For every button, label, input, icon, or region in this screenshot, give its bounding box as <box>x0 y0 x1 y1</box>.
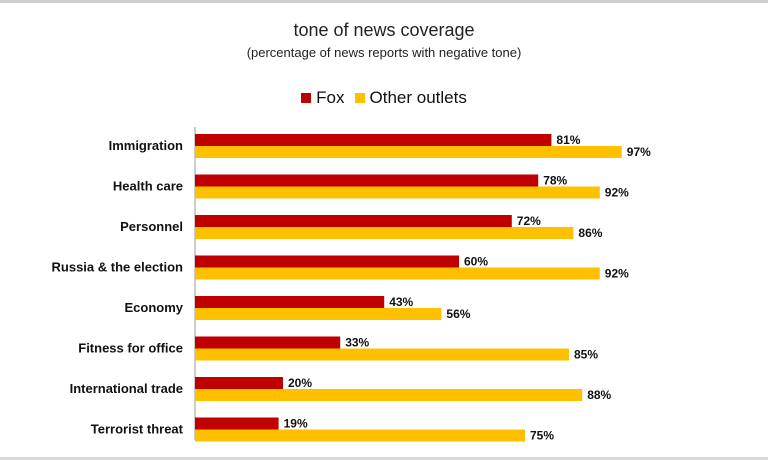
legend-swatch-other-outlets <box>354 93 365 103</box>
bar-fox-russia-the-election <box>195 255 459 268</box>
value-label-fox-personnel: 72% <box>517 214 541 228</box>
bar-fox-immigration <box>195 134 552 146</box>
bar-other-outlets-health-care <box>195 186 600 199</box>
bar-fox-personnel <box>195 215 512 227</box>
category-label-russia-the-election: Russia & the election <box>52 260 184 275</box>
chart-legend: Fox Other outlets <box>0 88 768 108</box>
value-label-other-outlets-international-trade: 88% <box>587 388 611 402</box>
bar-fox-fitness-for-office <box>195 336 341 349</box>
chart-subtitle: (percentage of news reports with negativ… <box>246 45 522 60</box>
value-label-other-outlets-personnel: 86% <box>578 226 602 240</box>
value-label-other-outlets-fitness-for-office: 85% <box>574 348 598 362</box>
value-label-other-outlets-immigration: 97% <box>627 145 651 159</box>
category-label-health-care: Health care <box>113 179 183 194</box>
legend-label-fox: Fox <box>316 88 345 107</box>
value-label-fox-international-trade: 20% <box>288 376 312 390</box>
value-label-other-outlets-economy: 56% <box>446 307 470 321</box>
bar-other-outlets-fitness-for-office <box>195 348 569 361</box>
value-label-fox-fitness-for-office: 33% <box>345 336 369 350</box>
bar-other-outlets-terrorist-threat <box>195 429 525 442</box>
bar-other-outlets-international-trade <box>195 389 583 401</box>
chart-title: tone of news coverage <box>293 20 475 40</box>
value-label-other-outlets-russia-the-election: 92% <box>605 267 629 281</box>
value-label-other-outlets-health-care: 92% <box>605 186 629 200</box>
category-label-personnel: Personnel <box>120 219 183 234</box>
category-label-terrorist-threat: Terrorist threat <box>91 422 184 437</box>
value-label-fox-russia-the-election: 60% <box>464 255 488 269</box>
category-label-international-trade: International trade <box>70 381 183 396</box>
bar-fox-economy <box>195 296 385 308</box>
legend-label-other-outlets: Other outlets <box>369 88 467 107</box>
legend-swatch-fox <box>301 93 312 103</box>
bar-other-outlets-russia-the-election <box>195 267 600 280</box>
bar-other-outlets-immigration <box>195 146 622 158</box>
top-border <box>0 0 768 3</box>
category-label-immigration: Immigration <box>109 138 183 153</box>
bar-fox-health-care <box>195 174 539 187</box>
bar-fox-international-trade <box>195 377 283 389</box>
bar-other-outlets-economy <box>195 308 442 320</box>
value-label-fox-terrorist-threat: 19% <box>284 417 308 431</box>
bottom-border <box>0 457 768 460</box>
bar-other-outlets-personnel <box>195 227 574 239</box>
value-label-fox-immigration: 81% <box>556 133 580 147</box>
legend-item-fox: Fox <box>301 88 345 108</box>
bar-fox-terrorist-threat <box>195 417 279 430</box>
legend-item-other-outlets: Other outlets <box>354 88 467 108</box>
category-label-economy: Economy <box>124 300 183 315</box>
value-label-fox-health-care: 78% <box>543 174 567 188</box>
category-label-fitness-for-office: Fitness for office <box>78 341 183 356</box>
value-label-fox-economy: 43% <box>389 295 413 309</box>
value-label-other-outlets-terrorist-threat: 75% <box>530 429 554 443</box>
